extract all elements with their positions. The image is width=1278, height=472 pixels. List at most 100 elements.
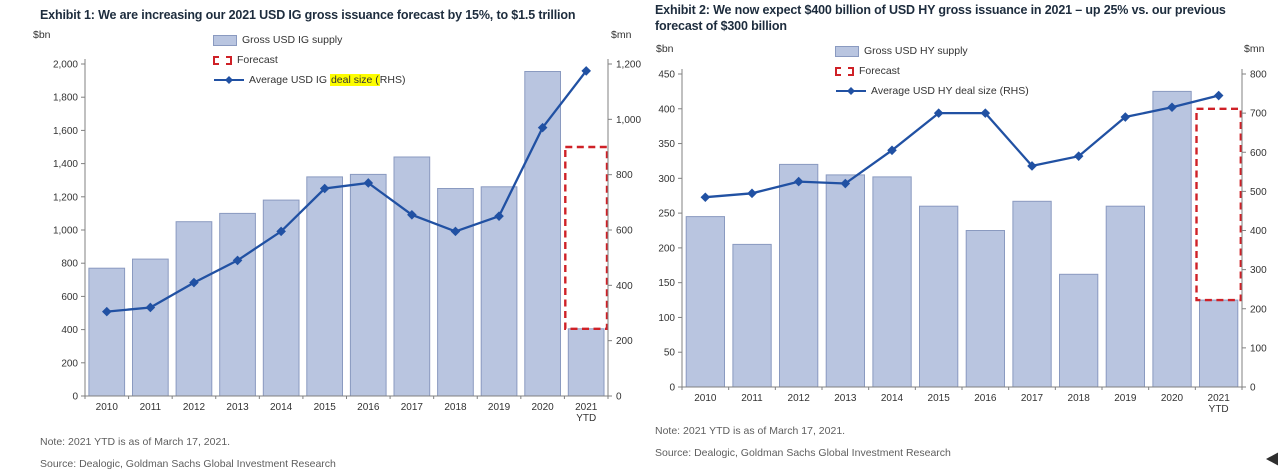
point-2012 [189,277,199,288]
exhibit1-right-axis-unit: $mn [611,29,632,41]
point-2015 [319,183,330,194]
bar-2021 YTD [1199,299,1239,388]
right-axis-tick-label: 200 [616,336,633,347]
exhibit2-source: Source: Dealogic, Goldman Sachs Global I… [655,447,951,459]
left-axis-tick-label: 1,800 [53,93,78,104]
dashed-box-swatch-icon [835,66,854,76]
left-axis-tick-label: 1,200 [53,192,78,203]
exhibit2-note: Note: 2021 YTD is as of March 17, 2021. [655,425,846,437]
exhibit2-left-axis-unit: $bn [656,43,674,55]
left-axis-tick-label: 0 [669,383,675,394]
x-axis-label-2017: 2017 [1021,393,1044,404]
point-2018 [450,226,461,237]
point-2012 [793,176,804,187]
point-2018 [1073,151,1084,161]
x-axis-label-2018: 2018 [444,402,467,413]
exhibit1-legend-item-supply: Gross USD IG supply [213,30,405,50]
right-axis-tick-label: 600 [1250,148,1267,159]
exhibit1-legend-item-forecast: Forecast [213,50,405,70]
x-axis-label-2019: 2019 [1114,393,1137,404]
exhibit2-title: Exhibit 2: We now expect $400 billion of… [655,2,1255,34]
left-axis-tick-label: 200 [61,358,78,369]
right-axis-tick-label: 300 [1250,265,1267,276]
bar-2014 [872,176,912,388]
left-axis-tick-label: 1,400 [53,159,78,170]
point-2016 [363,178,374,188]
x-axis-label-2010: 2010 [694,393,717,404]
bar-2012 [175,221,213,397]
left-axis-tick-label: 400 [658,104,675,115]
x-axis-label-2014: 2014 [270,402,293,413]
bar-2018 [1059,273,1099,388]
left-axis-tick-label: 400 [61,325,78,336]
right-axis-tick-label: 700 [1250,109,1267,120]
left-axis-tick-label: 50 [664,348,676,359]
x-axis-label-2013: 2013 [226,402,249,413]
right-axis-tick-label: 1,000 [616,115,641,126]
x-axis-label-2012: 2012 [788,393,811,404]
x-axis-label-2020: 2020 [1161,393,1184,404]
right-axis-tick-label: 800 [1250,70,1267,81]
point-2013 [232,255,243,266]
point-2015 [933,108,944,118]
bar-2021 YTD [567,328,605,397]
bar-2013 [825,174,865,388]
left-axis-tick-label: 2,000 [53,60,78,71]
forecast-box [1195,107,1242,302]
exhibit2-title-line2: forecast of $300 billion [655,19,787,33]
right-axis-tick-label: 200 [1250,304,1267,315]
bar-2011 [732,243,772,388]
left-axis-tick-label: 1,000 [53,226,78,237]
x-axis-label-2011: 2011 [140,402,162,413]
point-2019 [1120,112,1131,122]
forecast-box [564,145,609,331]
left-axis-tick-label: 0 [72,392,78,403]
bar-2010 [685,216,725,388]
x-axis-label-2015: 2015 [928,393,951,404]
right-axis-tick-label: 100 [1250,343,1267,354]
point-2019 [494,211,504,221]
point-2013 [840,178,851,189]
bar-2013 [219,212,256,397]
legend-label: Forecast [237,54,278,66]
bar-2015 [306,176,343,397]
point-2017 [1027,161,1037,171]
x-axis-label-2011: 2011 [741,393,763,404]
bar-2010 [88,267,126,397]
left-axis-tick-label: 350 [658,139,675,150]
deal-size-line [705,94,1219,199]
legend-label: Gross USD IG supply [242,34,343,46]
bar-2019 [1105,205,1146,388]
dashed-box-swatch-icon [213,55,232,65]
right-axis-tick-label: 500 [1250,187,1267,198]
legend-label-prefix: Average USD IG [249,74,330,86]
deal-size-line [106,70,588,313]
exhibit2-title-line1: Exhibit 2: We now expect $400 billion of… [655,3,1226,17]
point-2014 [276,226,286,237]
point-2010 [101,306,112,317]
bar-2020 [1152,90,1192,388]
x-axis-label-2012: 2012 [183,402,206,413]
x-axis-label-2010: 2010 [96,402,119,413]
left-axis-tick-label: 450 [658,70,675,81]
left-axis-tick-label: 300 [658,174,675,185]
point-2016 [980,108,991,118]
exhibit2-legend-item-forecast: Forecast [835,61,1029,81]
legend-label: Forecast [859,65,900,77]
legend-label-highlight: deal size ( [329,74,380,86]
bar-2016 [965,230,1006,388]
left-axis-tick-label: 150 [658,278,675,289]
x-axis-label-2021 YTD: 2021 YTD [1208,393,1231,415]
x-axis-label-2015: 2015 [314,402,337,413]
point-2011 [747,188,757,199]
legend-label-suffix: RHS) [379,74,406,86]
x-axis-label-2021 YTD: 2021 YTD [575,402,598,424]
point-2017 [407,209,417,220]
left-axis-tick-label: 800 [61,259,78,270]
x-axis-label-2019: 2019 [488,402,511,413]
bar-2019 [480,186,518,397]
left-axis-tick-label: 1,600 [53,126,78,137]
bar-2017 [393,156,431,397]
left-axis-tick-label: 100 [658,313,675,324]
exhibit2-legend-item-supply: Gross USD HY supply [835,41,1029,61]
